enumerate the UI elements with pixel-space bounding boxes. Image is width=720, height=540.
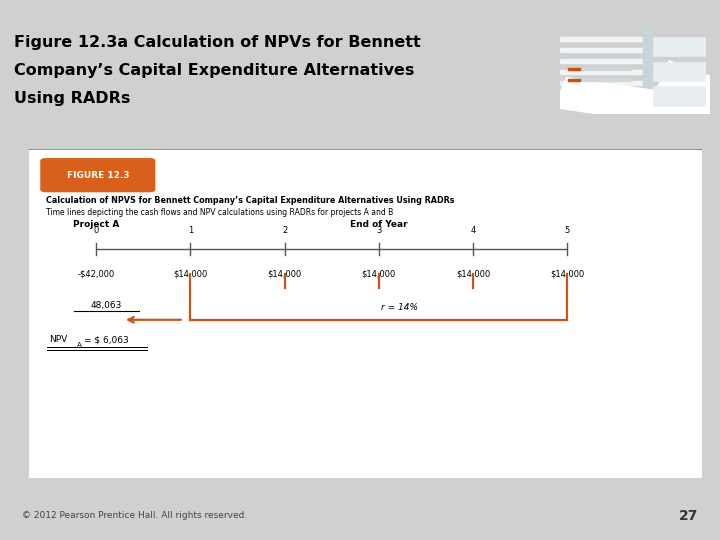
Text: 48,063: 48,063 bbox=[91, 301, 122, 310]
Text: © 2012 Pearson Prentice Hall. All rights reserved.: © 2012 Pearson Prentice Hall. All rights… bbox=[22, 511, 247, 520]
Text: 27: 27 bbox=[679, 509, 698, 523]
FancyBboxPatch shape bbox=[22, 148, 707, 480]
FancyBboxPatch shape bbox=[40, 158, 156, 192]
Text: Project A: Project A bbox=[73, 220, 120, 230]
Bar bbox=[653, 62, 706, 81]
Text: Using RADRs: Using RADRs bbox=[14, 91, 130, 106]
Bar bbox=[560, 37, 650, 42]
Text: $14,000: $14,000 bbox=[550, 269, 585, 279]
Text: Figure 12.3a Calculation of NPVs for Bennett: Figure 12.3a Calculation of NPVs for Ben… bbox=[14, 35, 420, 50]
Bar bbox=[653, 37, 706, 56]
Text: 1: 1 bbox=[188, 226, 193, 235]
Bar bbox=[653, 86, 706, 106]
Bar bbox=[642, 26, 650, 114]
Bar bbox=[567, 68, 631, 70]
Text: 3: 3 bbox=[376, 226, 382, 235]
Bar bbox=[560, 58, 650, 63]
Text: Company’s Capital Expenditure Alternatives: Company’s Capital Expenditure Alternativ… bbox=[14, 63, 414, 78]
Text: A: A bbox=[77, 342, 82, 348]
Bar bbox=[560, 103, 650, 107]
Text: $14,000: $14,000 bbox=[174, 269, 207, 279]
Bar bbox=[567, 68, 580, 70]
Bar bbox=[560, 92, 650, 97]
Text: 2: 2 bbox=[282, 226, 287, 235]
Text: $14,000: $14,000 bbox=[268, 269, 302, 279]
FancyArrow shape bbox=[554, 61, 720, 151]
Bar bbox=[560, 48, 650, 52]
Text: End of Year: End of Year bbox=[350, 220, 408, 230]
Bar bbox=[567, 79, 631, 81]
Text: NPV: NPV bbox=[49, 335, 67, 345]
Text: -$42,000: -$42,000 bbox=[78, 269, 114, 279]
Bar bbox=[560, 80, 650, 85]
Text: Time lines depicting the cash flows and NPV calculations using RADRs for project: Time lines depicting the cash flows and … bbox=[45, 208, 393, 218]
Text: $14,000: $14,000 bbox=[456, 269, 490, 279]
Text: 5: 5 bbox=[564, 226, 570, 235]
Text: 4: 4 bbox=[470, 226, 476, 235]
Text: Calculation of NPVS for Bennett Company’s Capital Expenditure Alternatives Using: Calculation of NPVS for Bennett Company’… bbox=[45, 196, 454, 205]
Text: r = 14%: r = 14% bbox=[381, 302, 418, 312]
Text: $14,000: $14,000 bbox=[361, 269, 396, 279]
Text: 0: 0 bbox=[94, 226, 99, 235]
Text: FIGURE 12.3: FIGURE 12.3 bbox=[67, 171, 130, 180]
Bar bbox=[567, 79, 580, 81]
Bar bbox=[560, 70, 650, 75]
Text: = $ 6,063: = $ 6,063 bbox=[84, 335, 129, 345]
